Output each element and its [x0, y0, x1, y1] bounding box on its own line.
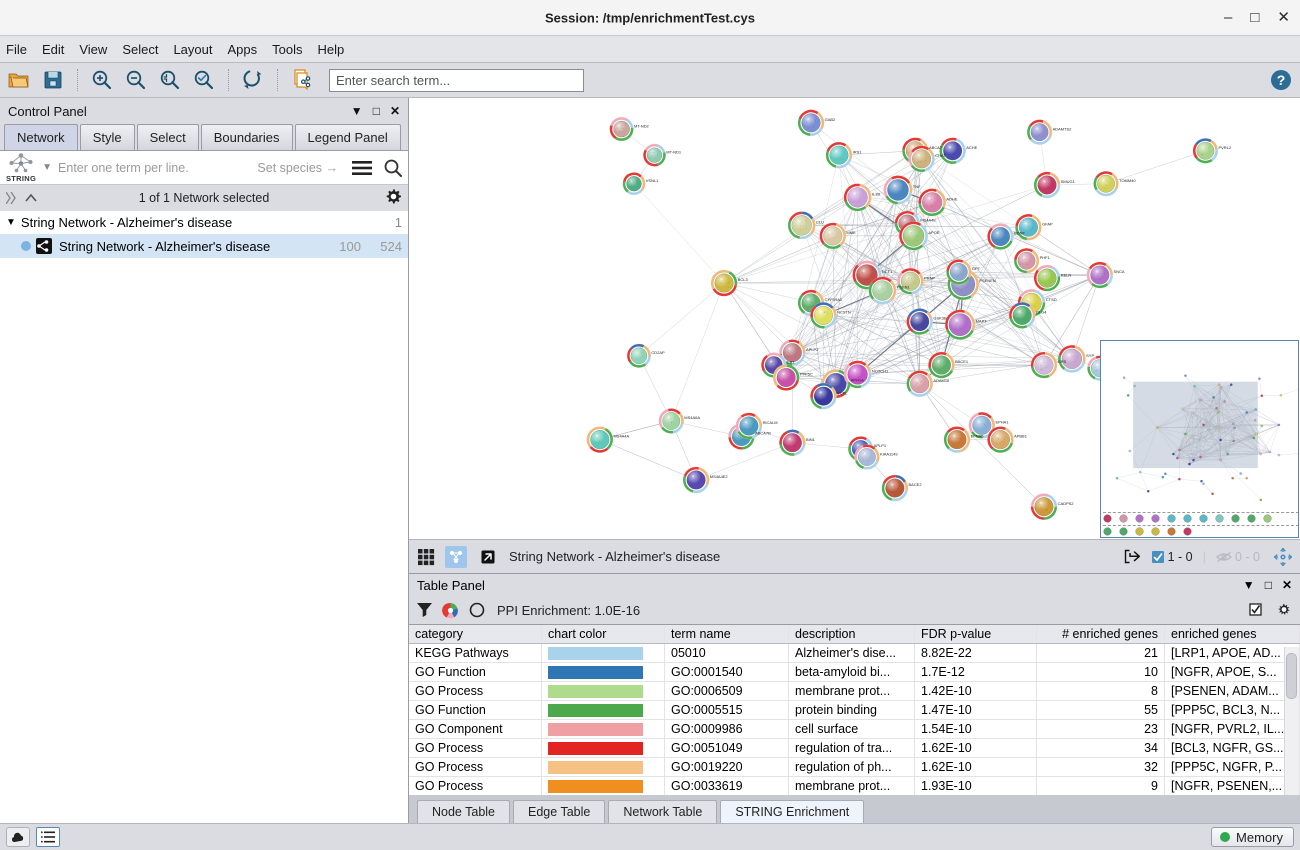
- svg-text:RICALM: RICALM: [763, 420, 778, 425]
- svg-text:APLP1: APLP1: [874, 443, 887, 448]
- svg-text:IRS1: IRS1: [853, 149, 863, 154]
- svg-text:VCPL: VCPL: [837, 390, 848, 395]
- svg-text:PHF1: PHF1: [1040, 255, 1051, 260]
- svg-text:SYP: SYP: [1086, 353, 1094, 358]
- svg-text:PVRL2: PVRL2: [1218, 145, 1231, 150]
- svg-text:MT-ND1: MT-ND1: [666, 150, 682, 155]
- svg-text:BCL3: BCL3: [738, 277, 749, 282]
- svg-text:OLG4: OLG4: [1036, 310, 1047, 315]
- svg-text:?: ?: [1277, 72, 1286, 88]
- svg-text:EPHA1: EPHA1: [995, 419, 1009, 424]
- svg-text:MS4A4A: MS4A4A: [614, 434, 630, 439]
- svg-text:ABCA7: ABCA7: [929, 145, 942, 150]
- svg-text:CD2AP: CD2AP: [651, 350, 665, 355]
- svg-text:NCT1: NCT1: [882, 269, 893, 274]
- svg-text:ADAMTS2: ADAMTS2: [1053, 126, 1072, 131]
- svg-text:RELN: RELN: [1061, 272, 1072, 277]
- svg-text:SNCA: SNCA: [1114, 269, 1125, 274]
- svg-text:APH1A: APH1A: [851, 378, 864, 383]
- svg-text:MME: MME: [846, 230, 856, 235]
- svg-text:BDNF: BDNF: [1014, 231, 1025, 236]
- svg-text:CYP19A1: CYP19A1: [825, 297, 843, 302]
- svg-text:ABCA7B: ABCA7B: [755, 431, 771, 436]
- svg-text:APLP2: APLP2: [806, 347, 818, 352]
- svg-text:NOTCH1: NOTCH1: [872, 368, 889, 373]
- svg-text:GSK3B: GSK3B: [933, 316, 947, 321]
- svg-text:TOMM40: TOMM40: [1119, 178, 1136, 183]
- svg-text:MT-ND2: MT-ND2: [634, 123, 649, 128]
- svg-text:PSEN1: PSEN1: [897, 285, 911, 290]
- svg-text:NCSTN: NCSTN: [837, 310, 851, 315]
- svg-text:GAB2: GAB2: [825, 117, 836, 122]
- svg-text:BACE1: BACE1: [955, 359, 969, 364]
- svg-text:MS4A4E: MS4A4E: [920, 218, 936, 223]
- svg-text:IL1B: IL1B: [872, 191, 881, 196]
- svg-text:GRS: GRS: [1058, 359, 1067, 364]
- svg-text:APBB1: APBB1: [1014, 434, 1028, 439]
- svg-text:MAPT: MAPT: [976, 318, 988, 323]
- svg-text:PPP5C: PPP5C: [800, 372, 813, 377]
- svg-text:BACE2: BACE2: [909, 482, 922, 487]
- svg-text:KIAA1149: KIAA1149: [880, 451, 898, 456]
- svg-text:BIN1: BIN1: [806, 437, 816, 442]
- svg-text:ADAM10: ADAM10: [933, 378, 950, 383]
- svg-text:CHAT: CHAT: [935, 153, 946, 158]
- svg-text:ADHE: ADHE: [946, 196, 957, 201]
- svg-text:SMUG1: SMUG1: [1061, 179, 1076, 184]
- svg-text:EFNA5: EFNA5: [971, 434, 985, 439]
- svg-text:MS4A6A: MS4A6A: [684, 415, 700, 420]
- svg-text:VSNL1: VSNL1: [646, 178, 659, 183]
- svg-text:MS4A4E2: MS4A4E2: [710, 474, 728, 479]
- svg-text:TNF: TNF: [913, 184, 921, 189]
- svg-text:PRNP: PRNP: [924, 275, 935, 280]
- svg-text:GPT: GPT: [972, 266, 981, 271]
- svg-text:CADPS2: CADPS2: [1058, 501, 1074, 506]
- svg-text:CLU: CLU: [816, 219, 824, 224]
- svg-text:ACHE: ACHE: [966, 145, 977, 150]
- svg-text:PSENEN: PSENEN: [979, 278, 995, 283]
- svg-text:CR1: CR1: [787, 359, 796, 364]
- svg-text:APOE: APOE: [928, 230, 939, 235]
- svg-text:GFAP: GFAP: [1042, 221, 1053, 226]
- svg-text:CTSD: CTSD: [1046, 297, 1057, 302]
